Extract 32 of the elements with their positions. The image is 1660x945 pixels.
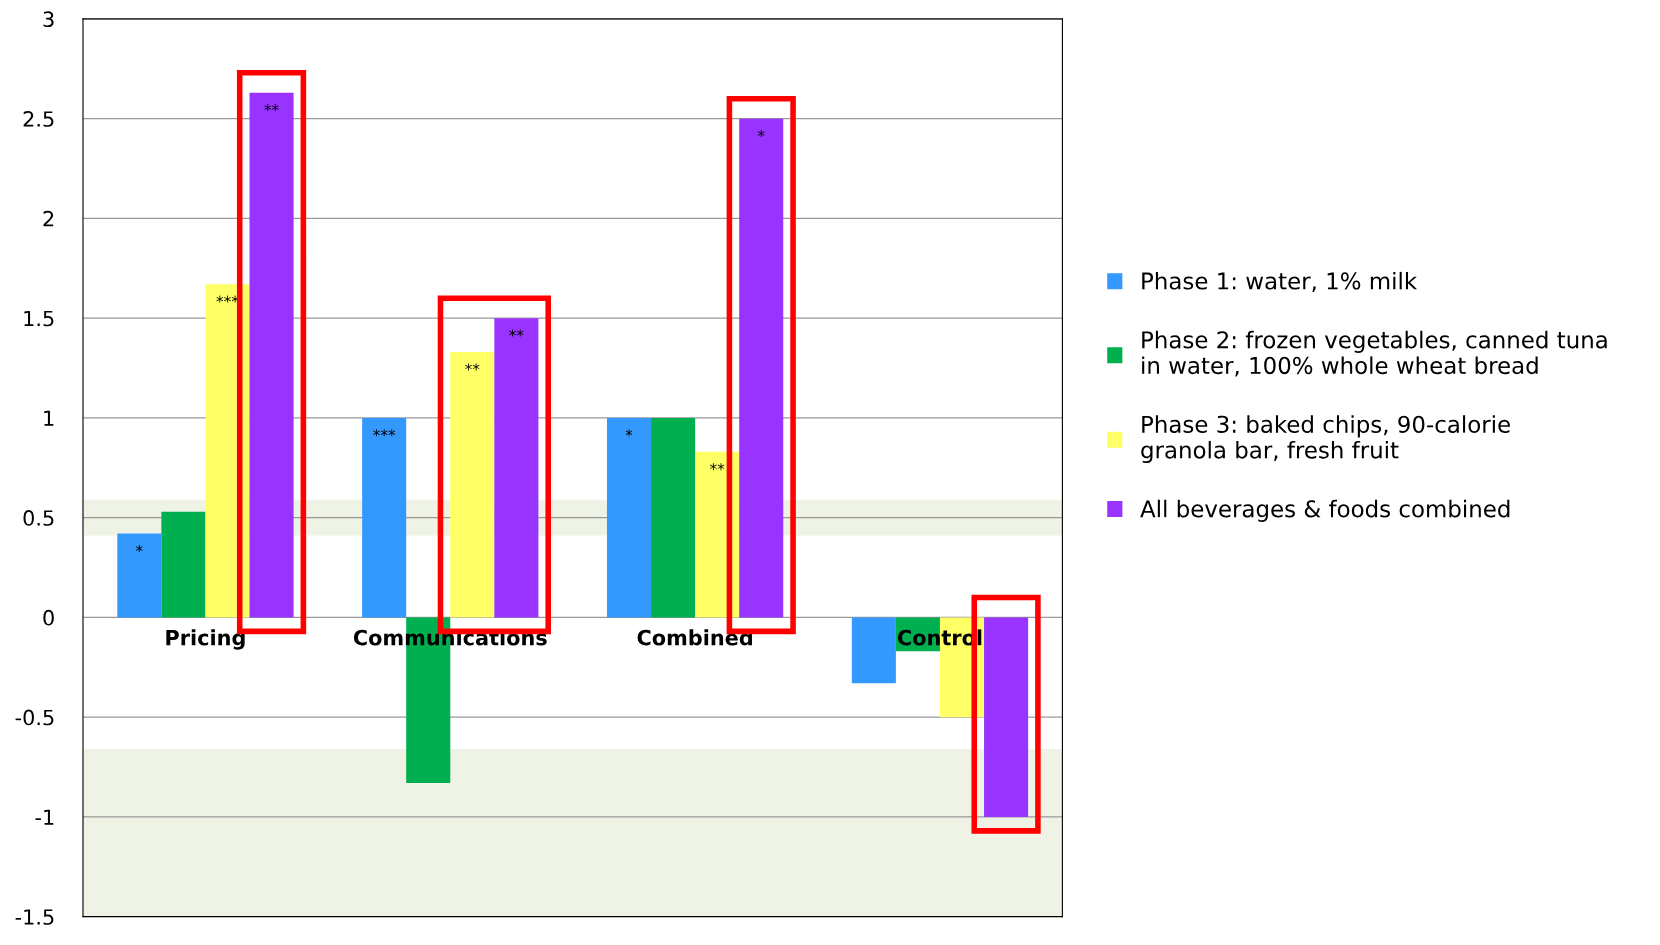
y-tick-label: 3 <box>43 11 54 28</box>
data-label: * <box>135 544 143 552</box>
x-tick-label: Combined <box>637 629 752 646</box>
y-tick-label: 2.5 <box>23 111 54 127</box>
data-label: ** <box>264 104 279 112</box>
y-tick-label: 1.5 <box>24 310 54 327</box>
x-tick-label: Pricing <box>166 629 245 650</box>
data-label: ** <box>465 363 480 371</box>
data-label: ** <box>509 329 524 337</box>
bar <box>651 417 696 618</box>
y-tick-label: -0.5 <box>15 709 54 726</box>
legend-label: Phase 3: baked chips, 90-calorie granola bar, fresh fruit <box>1141 415 1510 464</box>
y-tick-label: -1 <box>35 809 54 825</box>
legend-label: Phase 1: water, 1% milk <box>1142 271 1418 292</box>
y-tick-label: 2 <box>43 210 54 227</box>
legend-label: Phase 2: frozen vegetables, canned tuna in water, 100% whole wheat bread <box>1142 330 1607 377</box>
bar <box>117 533 162 618</box>
legend-label: All beverages & foods combined <box>1140 499 1510 522</box>
bar <box>362 417 407 618</box>
data-label: * <box>625 429 633 437</box>
y-tick-label: 0 <box>43 609 54 626</box>
x-tick-label: Control <box>897 629 982 646</box>
data-label: ** <box>709 463 725 471</box>
data-label: *** <box>373 429 396 437</box>
bar <box>851 617 896 684</box>
y-tick-label: -1.5 <box>15 909 54 925</box>
bar <box>606 417 652 618</box>
data-label: *** <box>216 295 239 303</box>
bar <box>161 511 206 618</box>
y-tick-label: 1 <box>44 410 54 426</box>
y-tick-label: 0.5 <box>23 510 54 526</box>
data-label: * <box>757 130 765 137</box>
